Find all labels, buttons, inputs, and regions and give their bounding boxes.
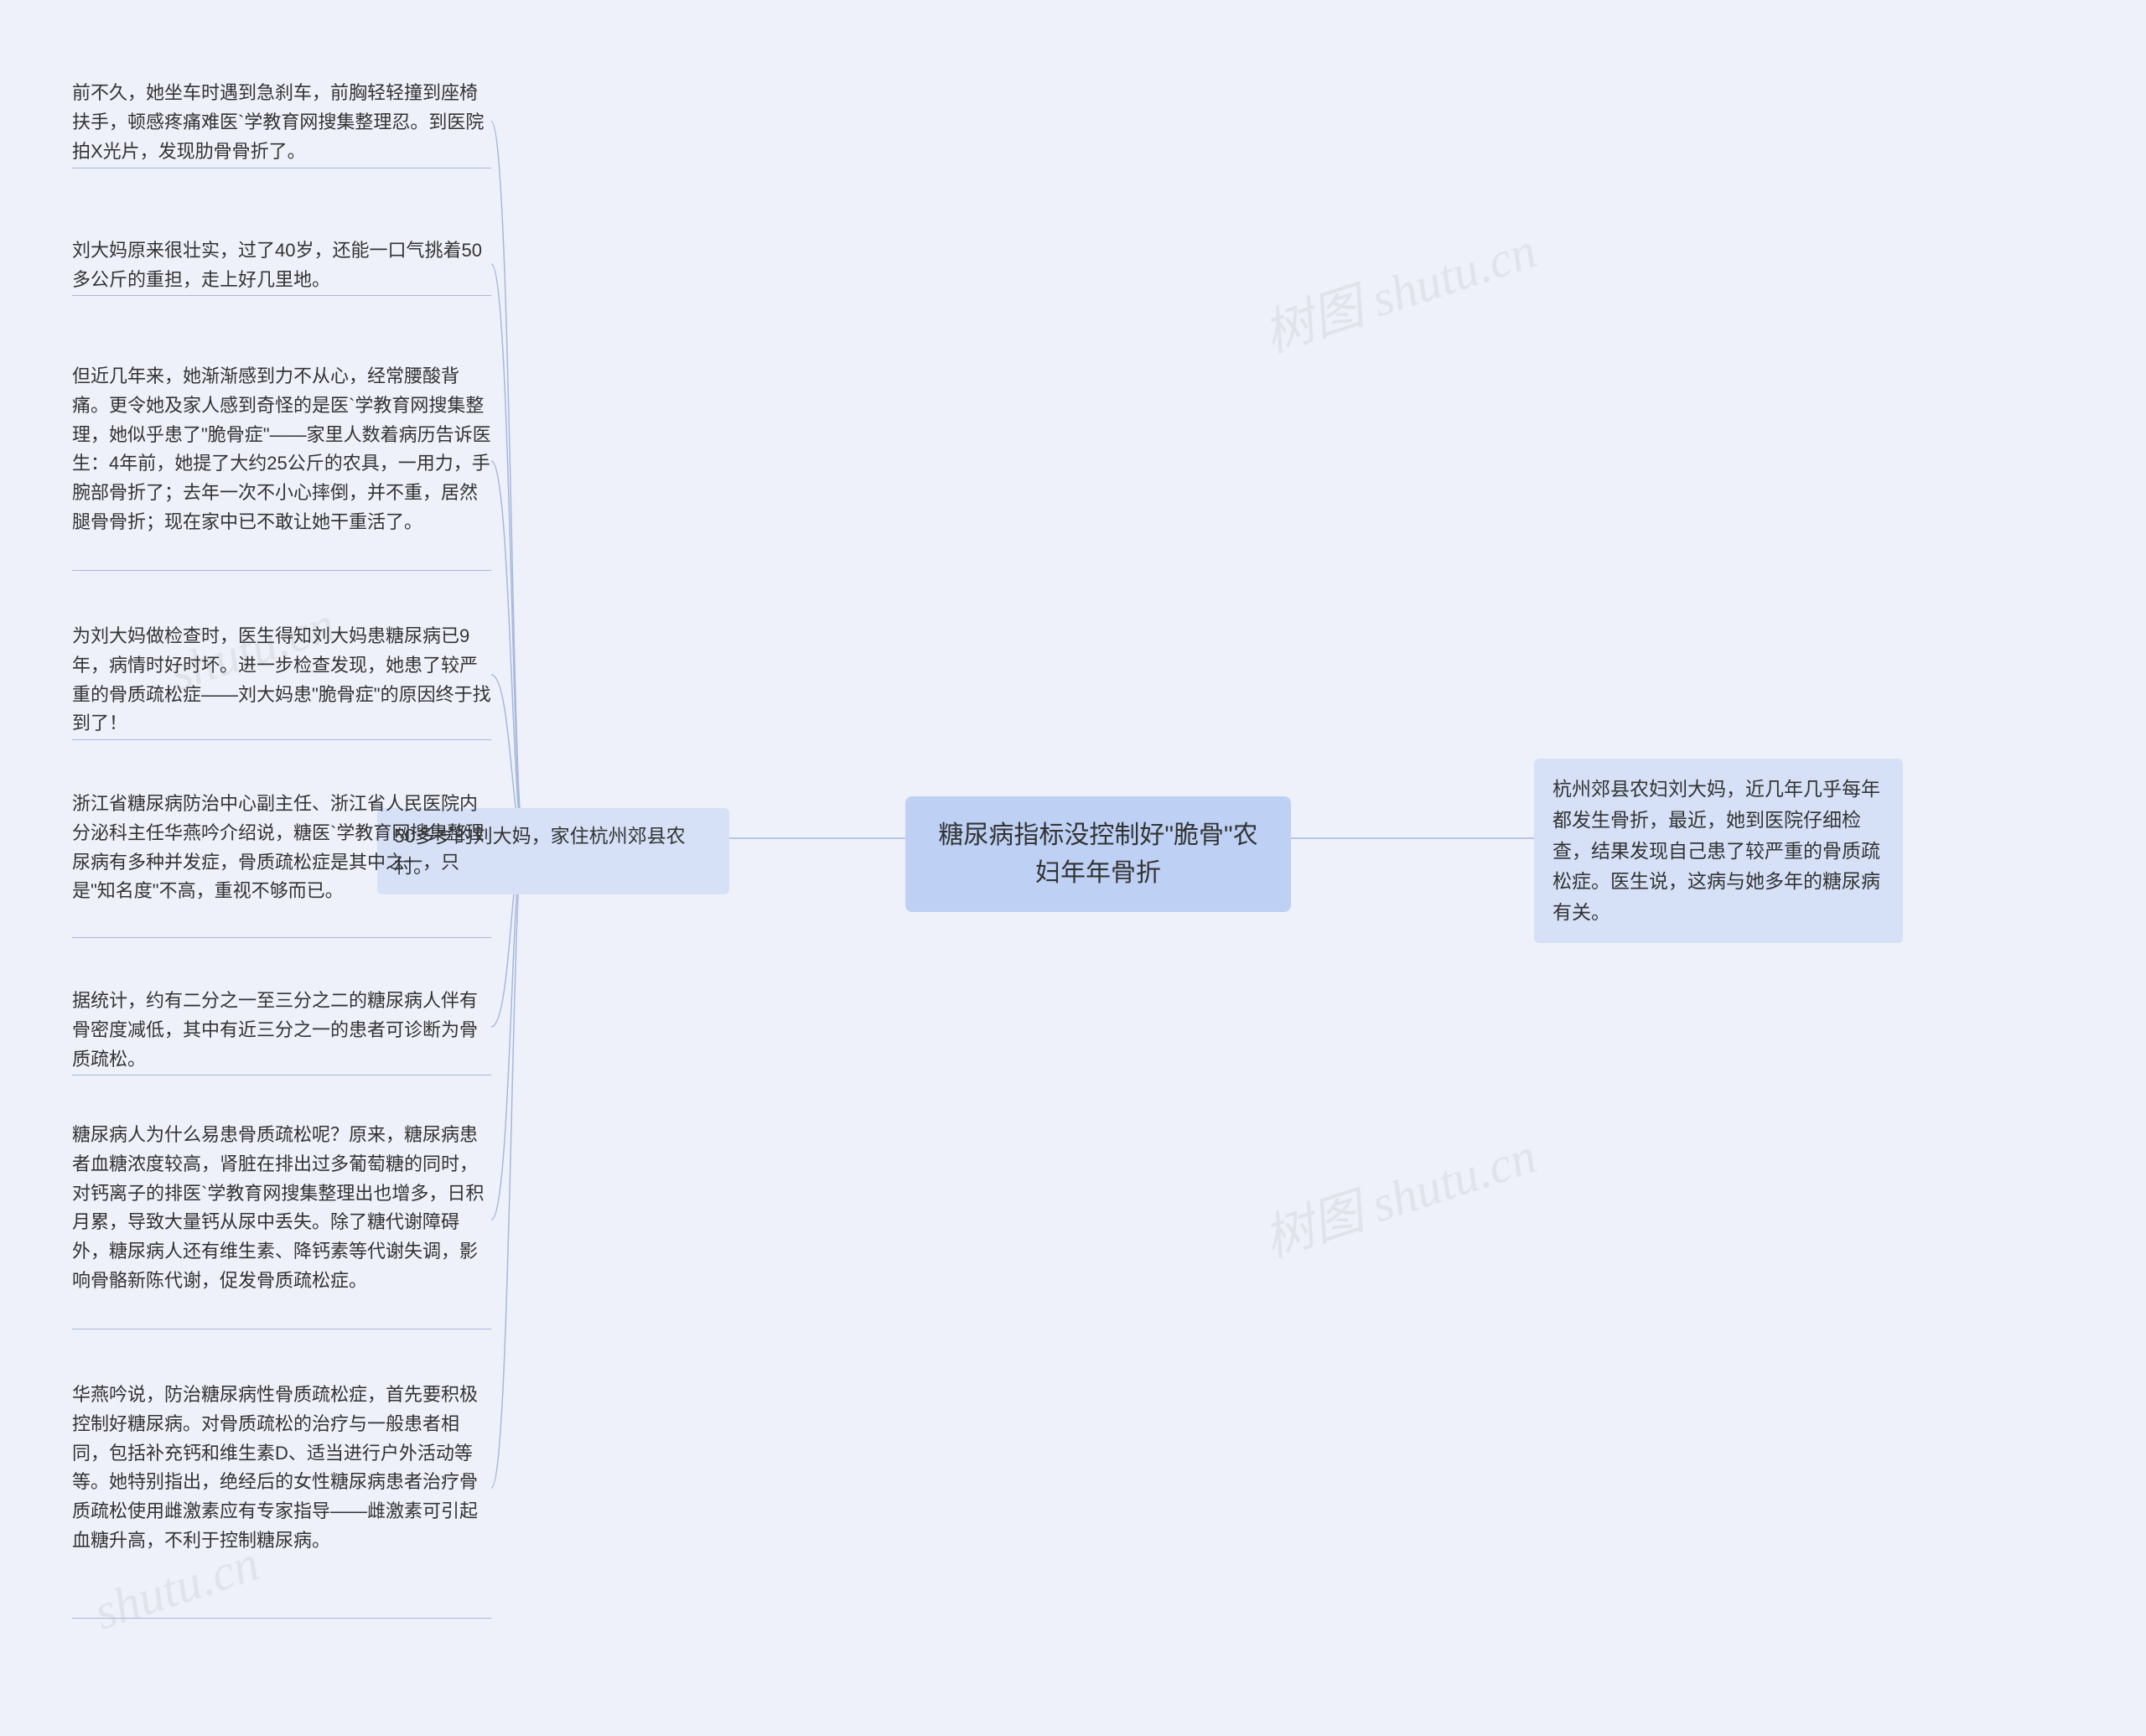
left-leaf[interactable]: 为刘大妈做检查时，医生得知刘大妈患糖尿病已9年，病情时好时坏。进一步检查发现，她… [72,620,491,740]
left-leaf[interactable]: 华燕吟说，防治糖尿病性骨质疏松症，首先要积极控制好糖尿病。对骨质疏松的治疗与一般… [72,1379,491,1557]
right-branch[interactable]: 杭州郊县农妇刘大妈，近几年几乎每年都发生骨折，最近，她到医院仔细检查，结果发现自… [1534,759,1903,943]
left-leaf-text: 糖尿病人为什么易患骨质疏松呢？原来，糖尿病患者血糖浓度较高，肾脏在排出过多葡萄糖… [72,1124,484,1291]
left-leaf[interactable]: 刘大妈原来很壮实，过了40岁，还能一口气挑着50多公斤的重担，走上好几里地。 [72,235,491,297]
leaf-underline [72,739,491,740]
left-leaf[interactable]: 但近几年来，她渐渐感到力不从心，经常腰酸背痛。更令她及家人感到奇怪的是医`学教育… [72,360,491,539]
left-leaf[interactable]: 糖尿病人为什么易患骨质疏松呢？原来，糖尿病患者血糖浓度较高，肾脏在排出过多葡萄糖… [72,1119,491,1298]
right-branch-text: 杭州郊县农妇刘大妈，近几年几乎每年都发生骨折，最近，她到医院仔细检查，结果发现自… [1552,778,1880,923]
left-leaf-text: 但近几年来，她渐渐感到力不从心，经常腰酸背痛。更令她及家人感到奇怪的是医`学教育… [72,365,491,532]
leaf-underline [72,570,491,571]
leaf-underline [72,295,491,296]
left-leaf-text: 为刘大妈做检查时，医生得知刘大妈患糖尿病已9年，病情时好时坏。进一步检查发现，她… [72,625,491,733]
left-leaf[interactable]: 据统计，约有二分之一至三分之二的糖尿病人伴有骨密度减低，其中有近三分之一的患者可… [72,985,491,1075]
center-topic-text: 糖尿病指标没控制好"脆骨"农妇年年骨折 [938,821,1257,887]
left-leaf-text: 刘大妈原来很壮实，过了40岁，还能一口气挑着50多公斤的重担，走上好几里地。 [72,240,482,290]
left-leaf-text: 前不久，她坐车时遇到急刹车，前胸轻轻撞到座椅扶手，顿感疼痛难医`学教育网搜集整理… [72,82,484,162]
left-leaf-text: 浙江省糖尿病防治中心副主任、浙江省人民医院内分泌科主任华燕吟介绍说，糖医`学教育… [72,793,484,901]
leaf-underline [72,1618,491,1619]
leaf-underline [72,937,491,938]
watermark: 树图 shutu.cn [1253,210,1544,366]
watermark: 树图 shutu.cn [1253,1115,1544,1272]
center-topic[interactable]: 糖尿病指标没控制好"脆骨"农妇年年骨折 [905,796,1291,912]
left-leaf[interactable]: 浙江省糖尿病防治中心副主任、浙江省人民医院内分泌科主任华燕吟介绍说，糖医`学教育… [72,788,491,908]
left-leaf-text: 据统计，约有二分之一至三分之二的糖尿病人伴有骨密度减低，其中有近三分之一的患者可… [72,990,478,1070]
left-leaf[interactable]: 前不久，她坐车时遇到急刹车，前胸轻轻撞到座椅扶手，顿感疼痛难医`学教育网搜集整理… [72,77,491,168]
left-leaf-text: 华燕吟说，防治糖尿病性骨质疏松症，首先要积极控制好糖尿病。对骨质疏松的治疗与一般… [72,1384,478,1551]
